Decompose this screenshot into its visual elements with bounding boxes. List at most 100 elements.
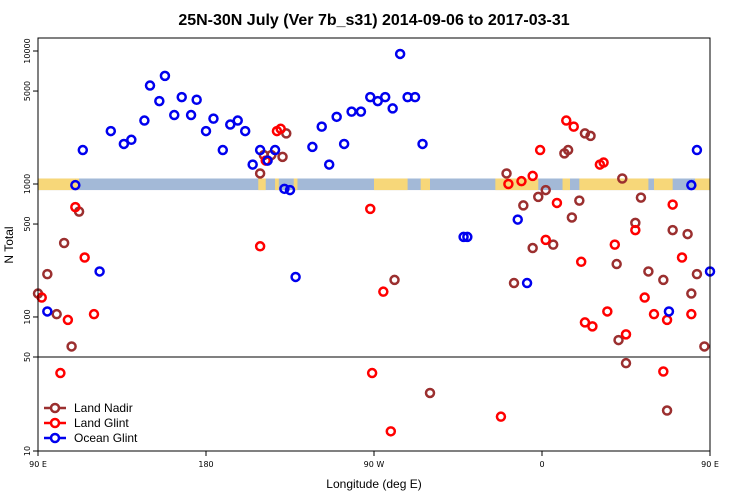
x-tick-label: 90 E (29, 460, 47, 469)
data-point (307, 141, 318, 153)
data-point (379, 91, 391, 103)
data-point (346, 106, 357, 117)
data-point (144, 80, 156, 91)
y-tick-label: 10 (23, 446, 32, 456)
data-point (275, 123, 286, 135)
data-point (503, 178, 514, 190)
data-point (42, 268, 53, 280)
x-tick-label: 90 E (701, 460, 719, 469)
legend-item: Land Nadir (44, 401, 133, 415)
land-band-segment (695, 178, 710, 191)
data-point (70, 179, 81, 191)
data-point (691, 268, 703, 280)
data-point (521, 277, 533, 289)
data-point (366, 367, 378, 379)
data-point (686, 288, 697, 299)
data-point (630, 224, 641, 236)
series-land-glint (36, 115, 697, 437)
data-point (225, 119, 236, 130)
data-point (385, 426, 397, 437)
data-point (208, 113, 219, 124)
data-point (540, 234, 551, 246)
y-tick-label: 50 (23, 352, 32, 362)
data-point (191, 94, 202, 105)
data-point (378, 286, 389, 297)
data-point (277, 151, 288, 163)
data-point (159, 70, 171, 82)
data-point (169, 109, 180, 121)
data-point (686, 308, 697, 320)
data-point (126, 134, 137, 146)
data-point (316, 121, 327, 132)
data-point (70, 201, 81, 213)
x-axis-label: Longitude (deg E) (326, 477, 421, 491)
data-point (254, 241, 266, 252)
data-point (527, 242, 538, 254)
series-land-nadir (32, 128, 710, 416)
data-point (508, 277, 520, 289)
land-band-segment (374, 178, 408, 191)
legend-label: Land Nadir (74, 401, 133, 415)
data-point (643, 266, 654, 277)
data-point (527, 170, 538, 182)
data-point (658, 366, 669, 377)
land-band-segment (420, 178, 430, 191)
legend-marker (49, 432, 61, 444)
data-point (667, 199, 678, 210)
data-point (611, 258, 622, 270)
data-point (394, 48, 406, 60)
land-band-segment (654, 178, 673, 191)
data-point (365, 91, 376, 103)
chart-title: 25N-30N July (Ver 7b_s31) 2014-09-06 to … (178, 12, 569, 29)
legend-item: Land Glint (44, 416, 129, 430)
data-point (540, 184, 551, 196)
x-tick-label: 90 W (364, 460, 385, 469)
data-point (94, 266, 105, 277)
data-point (279, 183, 290, 195)
data-point (290, 271, 301, 283)
data-point (699, 341, 710, 352)
data-point (617, 173, 628, 184)
data-point (561, 115, 572, 126)
data-point (516, 175, 527, 187)
y-tick-label: 500 (23, 216, 32, 231)
data-point (217, 144, 229, 156)
land-band-segment (495, 178, 539, 191)
x-tick-label: 180 (198, 460, 213, 469)
data-point (247, 159, 258, 170)
data-point (495, 411, 507, 422)
legend-item: Ocean Glint (44, 431, 138, 445)
data-point (648, 308, 660, 320)
data-point (409, 91, 421, 103)
data-point (609, 239, 621, 250)
data-point (200, 125, 212, 137)
data-point (254, 168, 266, 179)
land-ocean-band (38, 178, 710, 191)
data-point (269, 144, 281, 156)
data-point (79, 252, 90, 263)
data-point (284, 184, 296, 196)
series-ocean-glint (42, 48, 716, 317)
data-point (658, 274, 669, 286)
data-point (566, 212, 578, 223)
data-point (562, 144, 574, 156)
data-point (239, 125, 251, 137)
data-point (154, 95, 165, 107)
x-tick-label: 0 (539, 460, 544, 469)
data-point (62, 314, 74, 326)
land-band-segment (38, 178, 80, 191)
data-point (663, 306, 675, 317)
data-point (667, 224, 678, 236)
data-point (602, 306, 613, 317)
data-point (682, 228, 693, 240)
data-point (598, 157, 609, 168)
data-point (372, 95, 383, 107)
data-point (77, 144, 89, 156)
data-point (661, 405, 673, 416)
data-point (533, 191, 544, 203)
data-point (55, 367, 66, 379)
data-point (185, 109, 197, 121)
data-point (551, 197, 563, 209)
